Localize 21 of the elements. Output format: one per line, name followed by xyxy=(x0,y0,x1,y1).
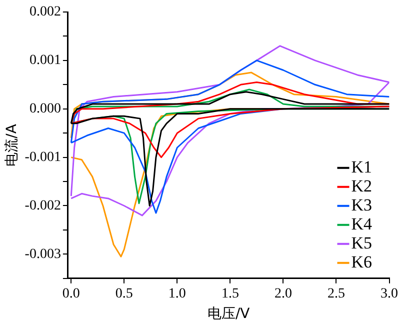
legend-label: K4 xyxy=(351,214,373,234)
x-tick-label: 1.5 xyxy=(221,286,239,302)
x-tick-label: 2.5 xyxy=(327,286,345,302)
y-tick-label: 0.000 xyxy=(29,102,61,117)
legend-label: K3 xyxy=(351,195,372,214)
y-tick-label: 0.001 xyxy=(29,53,61,68)
y-tick-label: 0.002 xyxy=(29,4,61,20)
y-tick-label: -0.001 xyxy=(24,150,61,165)
x-tick-label: 2.0 xyxy=(274,286,292,302)
legend-label: K2 xyxy=(351,176,372,196)
legend-label: K1 xyxy=(351,157,372,176)
legend-label: K5 xyxy=(351,233,372,252)
y-tick-label: -0.003 xyxy=(24,246,61,262)
legend-label: K6 xyxy=(351,252,372,272)
x-tick-label: 0.5 xyxy=(115,286,133,302)
x-tick-label: 3.0 xyxy=(380,286,398,302)
y-tick-label: -0.002 xyxy=(24,198,61,214)
y-axis-title: 电流/A xyxy=(4,124,20,166)
x-axis-title: 电压/V xyxy=(207,306,250,322)
x-tick-label: 0.0 xyxy=(62,286,80,302)
x-tick-label: 1.0 xyxy=(168,286,186,302)
